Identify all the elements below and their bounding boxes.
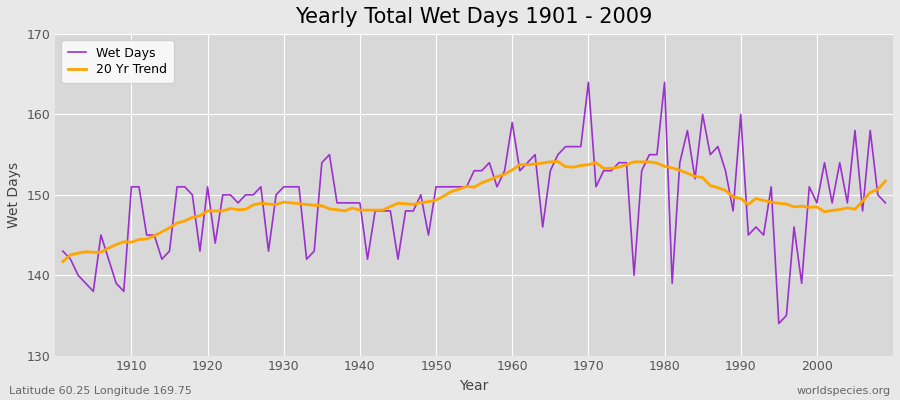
Text: Latitude 60.25 Longitude 169.75: Latitude 60.25 Longitude 169.75: [9, 386, 192, 396]
20 Yr Trend: [500, 172, 510, 177]
20 Yr Trend: [507, 168, 517, 172]
Title: Yearly Total Wet Days 1901 - 2009: Yearly Total Wet Days 1901 - 2009: [295, 7, 652, 27]
Wet Days: [331, 200, 342, 205]
Wet Days: [773, 321, 784, 326]
Line: 20 Yr Trend: 20 Yr Trend: [63, 162, 886, 262]
20 Yr Trend: [880, 178, 891, 183]
20 Yr Trend: [58, 259, 68, 264]
Wet Days: [880, 200, 891, 205]
Legend: Wet Days, 20 Yr Trend: Wet Days, 20 Yr Trend: [61, 40, 174, 82]
20 Yr Trend: [119, 239, 130, 244]
20 Yr Trend: [286, 200, 297, 205]
Wet Days: [58, 249, 68, 254]
20 Yr Trend: [553, 159, 563, 164]
Wet Days: [583, 80, 594, 85]
Line: Wet Days: Wet Days: [63, 82, 886, 324]
20 Yr Trend: [606, 166, 616, 171]
Wet Days: [507, 120, 517, 125]
20 Yr Trend: [331, 207, 342, 212]
Wet Days: [500, 168, 510, 173]
Wet Days: [606, 168, 616, 173]
Wet Days: [286, 184, 297, 189]
Y-axis label: Wet Days: Wet Days: [7, 162, 21, 228]
X-axis label: Year: Year: [460, 379, 489, 393]
Wet Days: [119, 289, 130, 294]
Text: worldspecies.org: worldspecies.org: [796, 386, 891, 396]
